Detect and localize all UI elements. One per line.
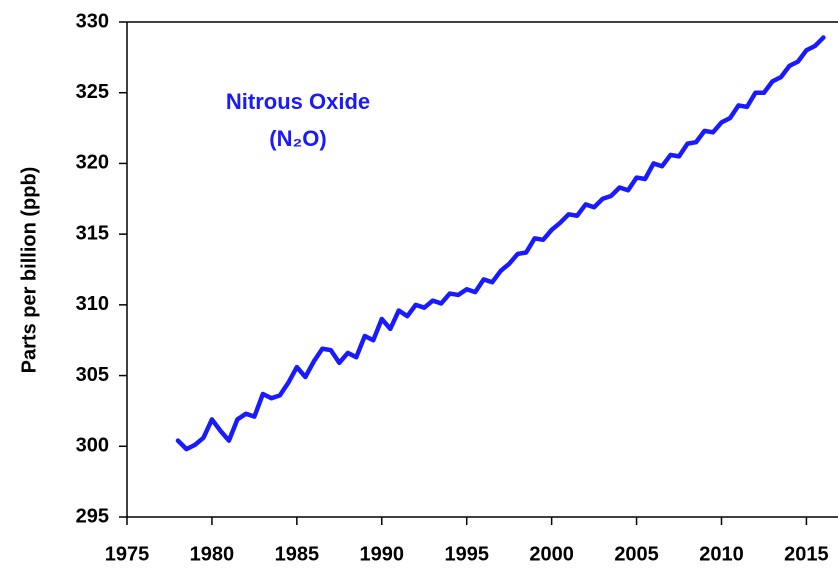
annotation: (N₂O) <box>269 126 326 151</box>
x-tick-label: 2015 <box>784 543 829 565</box>
annotation: Nitrous Oxide <box>226 89 370 114</box>
x-tick-label: 1985 <box>275 543 320 565</box>
y-tick-label: 295 <box>76 505 109 527</box>
x-tick-label: 1980 <box>190 543 235 565</box>
y-tick-label: 300 <box>76 435 109 457</box>
y-tick-label: 325 <box>76 81 109 103</box>
x-tick-label: 1990 <box>360 543 405 565</box>
y-axis-label: Parts per billion (ppb) <box>18 167 40 374</box>
x-tick-label: 2010 <box>699 543 744 565</box>
x-tick-label: 2000 <box>529 543 574 565</box>
y-tick-label: 320 <box>76 152 109 174</box>
data-line <box>175 35 826 452</box>
y-tick-label: 315 <box>76 222 109 244</box>
y-tick-label: 330 <box>76 10 109 32</box>
y-tick-label: 310 <box>76 293 109 315</box>
y-tick-label: 305 <box>76 364 109 386</box>
x-tick-label: 1995 <box>444 543 489 565</box>
x-tick-label: 1975 <box>105 543 150 565</box>
x-tick-label: 2005 <box>614 543 659 565</box>
